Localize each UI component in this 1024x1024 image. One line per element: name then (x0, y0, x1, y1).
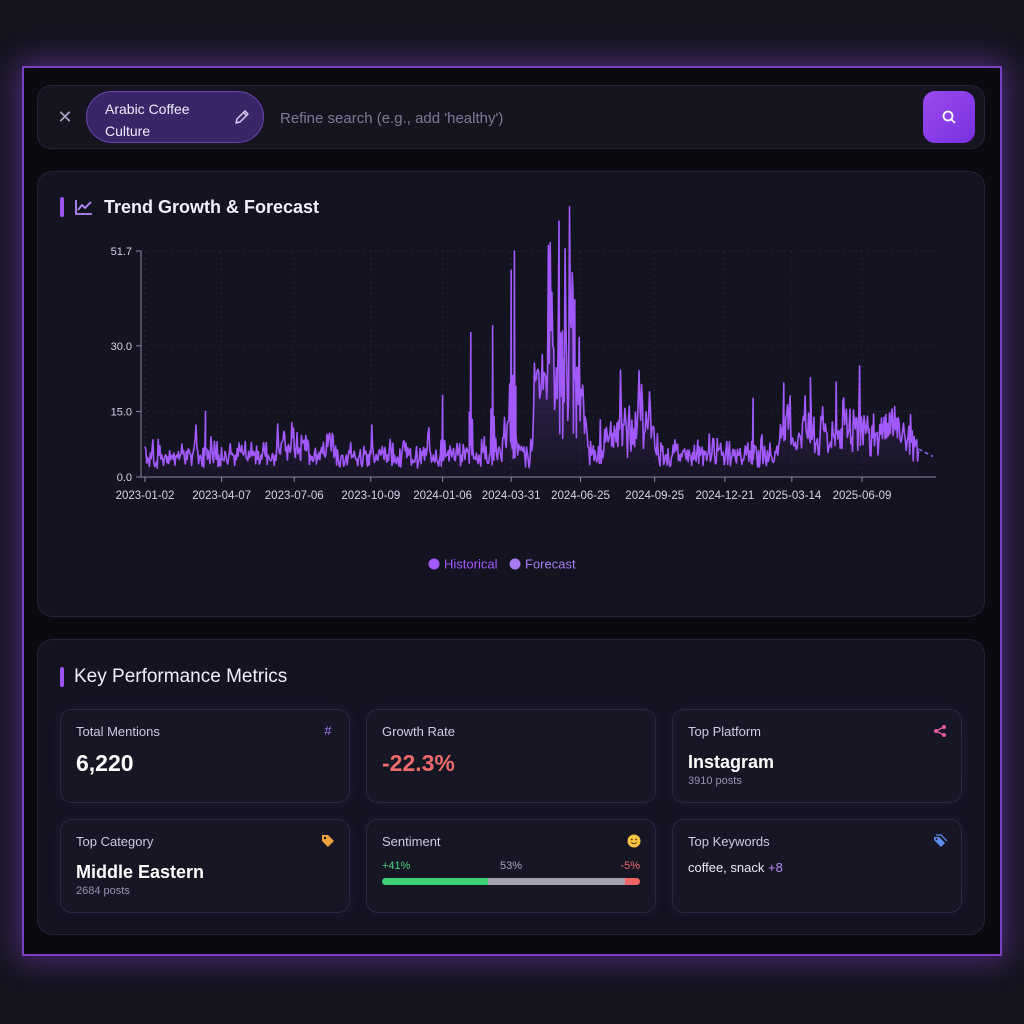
keywords-more[interactable]: +8 (768, 860, 783, 875)
trend-chart[interactable]: 0.0 15.0 30.0 51.7 2023-01-02 2023-04-07 2023-… (38, 172, 984, 616)
y-tick-label: 15.0 (111, 406, 132, 418)
sentiment-card[interactable]: Sentiment +41% 53% -5% (366, 819, 656, 913)
search-icon (942, 110, 956, 124)
top-platform-value: Instagram (688, 752, 775, 772)
sentiment-labels: +41% 53% -5% (382, 860, 640, 874)
search-term-label: Arabic Coffee Culture (105, 101, 190, 139)
x-tick-label: 2023-10-09 (341, 490, 400, 502)
x-tick-label: 2024-06-25 (551, 490, 610, 502)
card-label: Total Mentions (76, 724, 160, 739)
search-term-chip[interactable]: Arabic Coffee Culture (86, 91, 264, 143)
keywords-list: coffee, snack (688, 860, 765, 875)
x-tick-label: 2025-03-14 (762, 490, 821, 502)
kpi-panel: Key Performance Metrics Total Mentions #… (37, 639, 985, 935)
trend-panel: Trend Growth & Forecast 0.0 15.0 30.0 51.7 2… (37, 171, 985, 617)
sentiment-positive: +41% (382, 860, 411, 872)
x-tick-label: 2023-04-07 (192, 490, 251, 502)
tag-icon (322, 835, 334, 847)
x-tick-label: 2024-12-21 (695, 490, 754, 502)
legend-label: Historical (444, 557, 498, 572)
x-tick-label: 2025-06-09 (833, 490, 892, 502)
kpi-panel-header: Key Performance Metrics (60, 666, 287, 688)
card-label: Top Keywords (688, 834, 770, 849)
top-category-posts: 2684 posts (76, 885, 130, 897)
top-keywords-value: coffee, snack +8 (688, 860, 783, 875)
pencil-icon[interactable] (233, 108, 251, 126)
search-bar: ✕ Arabic Coffee Culture (37, 85, 985, 149)
share-icon (934, 725, 946, 737)
card-label: Top Category (76, 834, 154, 849)
x-tick-label: 2024-03-31 (482, 490, 541, 502)
legend-swatch (509, 558, 521, 570)
top-platform-card[interactable]: Top Platform Instagram 3910 posts (672, 709, 962, 803)
x-tick-label: 2024-09-25 (625, 490, 684, 502)
historical-line (144, 206, 920, 469)
growth-rate-value: -22.3% (382, 750, 455, 776)
card-label: Sentiment (382, 834, 441, 849)
accent-bar (60, 667, 64, 687)
sentiment-bar (382, 878, 640, 885)
legend-swatch (428, 558, 440, 570)
x-tick-label: 2023-07-06 (265, 490, 324, 502)
x-tick-label: 2024-01-06 (413, 490, 472, 502)
growth-rate-card[interactable]: Growth Rate -22.3% (366, 709, 656, 803)
card-label: Top Platform (688, 724, 761, 739)
hash-icon: # (324, 723, 332, 738)
sentiment-bar-positive (382, 878, 488, 885)
sentiment-bar-negative (624, 878, 640, 885)
y-tick-label: 51.7 (111, 246, 132, 258)
top-category-value: Middle Eastern (76, 862, 205, 882)
y-tick-label: 30.0 (111, 341, 132, 353)
total-mentions-value: 6,220 (76, 750, 134, 776)
search-button[interactable] (923, 91, 975, 143)
historical-area (145, 206, 919, 477)
accent-bar (60, 197, 64, 217)
trend-panel-header: Trend Growth & Forecast (60, 196, 319, 218)
tags-icon (934, 834, 947, 847)
kpi-title: Key Performance Metrics (74, 666, 288, 687)
legend-label: Forecast (525, 557, 576, 572)
sentiment-neutral: 53% (499, 860, 523, 872)
top-category-card[interactable]: Top Category Middle Eastern 2684 posts (60, 819, 350, 913)
sentiment-negative: -5% (620, 860, 640, 872)
x-tick-label: 2023-01-02 (116, 490, 175, 502)
card-label: Growth Rate (382, 724, 455, 739)
refine-search-input[interactable] (278, 100, 902, 136)
trend-title: Trend Growth & Forecast (104, 196, 320, 217)
sentiment-bar-neutral (487, 878, 625, 885)
close-icon: ✕ (57, 107, 73, 127)
y-tick-label: 0.0 (117, 472, 132, 484)
top-keywords-card[interactable]: Top Keywords coffee, snack +8 (672, 819, 962, 913)
forecast-line (918, 448, 934, 458)
top-platform-posts: 3910 posts (688, 775, 742, 787)
total-mentions-card[interactable]: Total Mentions # 6,220 (60, 709, 350, 803)
app-frame: ✕ Arabic Coffee Culture Trend Growth & F (24, 68, 1000, 954)
line-chart-icon (75, 200, 92, 215)
smiley-icon (627, 834, 641, 848)
clear-search-button[interactable]: ✕ (54, 106, 76, 128)
